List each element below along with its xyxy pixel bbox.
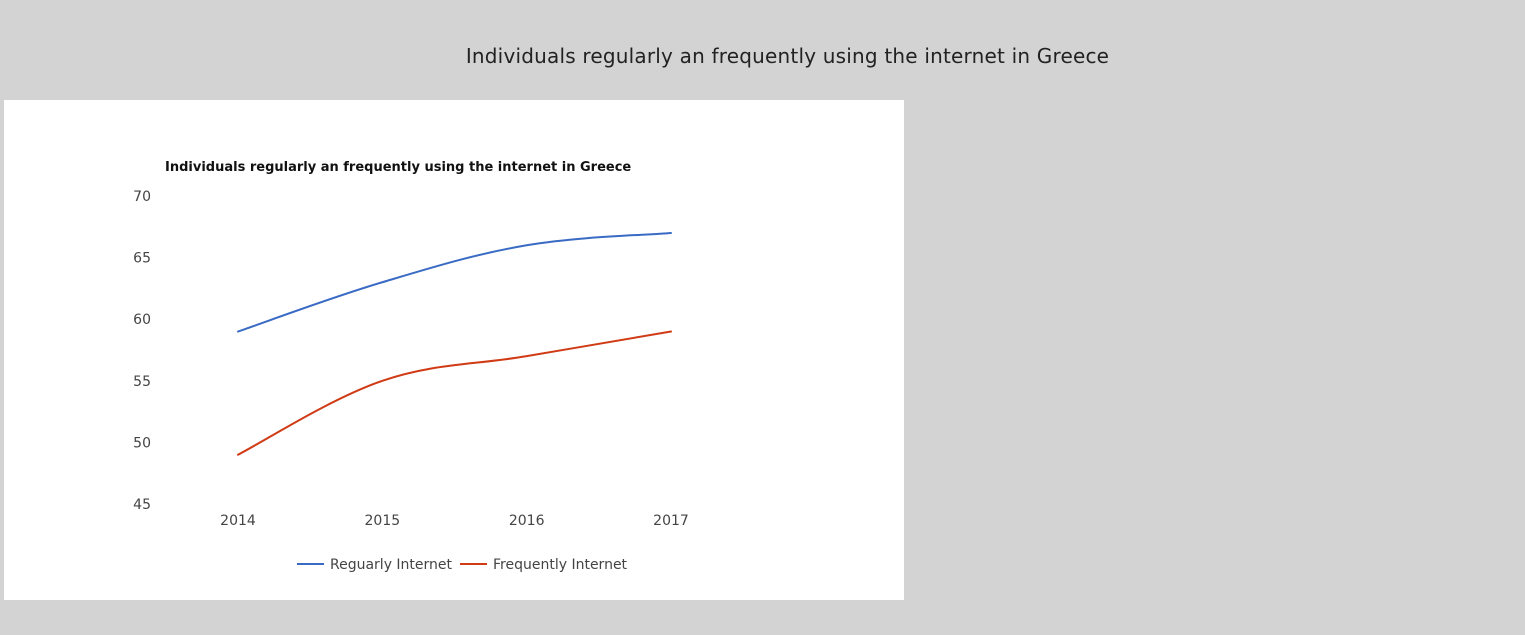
y-tick-label: 55 bbox=[133, 374, 151, 390]
x-tick-label: 2014 bbox=[220, 513, 256, 529]
y-tick-label: 45 bbox=[133, 497, 151, 513]
x-tick-label: 2015 bbox=[365, 513, 401, 529]
series-line-1 bbox=[237, 231, 672, 333]
chart-title: Individuals regularly an frequently usin… bbox=[165, 160, 631, 175]
y-tick-label: 60 bbox=[133, 312, 151, 328]
x-tick-label: 2017 bbox=[653, 513, 689, 529]
y-tick-label: 50 bbox=[133, 435, 151, 451]
legend: Reguarly Internet Frequently Internet bbox=[297, 557, 628, 573]
y-axis: 45 50 55 60 65 70 bbox=[133, 189, 151, 513]
page-title: Individuals regularly an frequently usin… bbox=[465, 44, 1110, 68]
chart-card: Individuals regularly an frequently usin… bbox=[4, 100, 904, 600]
legend-label: Reguarly Internet bbox=[330, 557, 453, 573]
y-tick-label: 70 bbox=[133, 189, 151, 205]
legend-label: Frequently Internet bbox=[493, 557, 628, 573]
x-axis: 2014 2015 2016 2017 bbox=[220, 513, 689, 529]
series-lines bbox=[237, 231, 672, 456]
series-line-2 bbox=[237, 330, 672, 456]
x-tick-label: 2016 bbox=[509, 513, 545, 529]
line-chart: Individuals regularly an frequently usin… bbox=[133, 160, 689, 573]
y-tick-label: 65 bbox=[133, 251, 151, 267]
